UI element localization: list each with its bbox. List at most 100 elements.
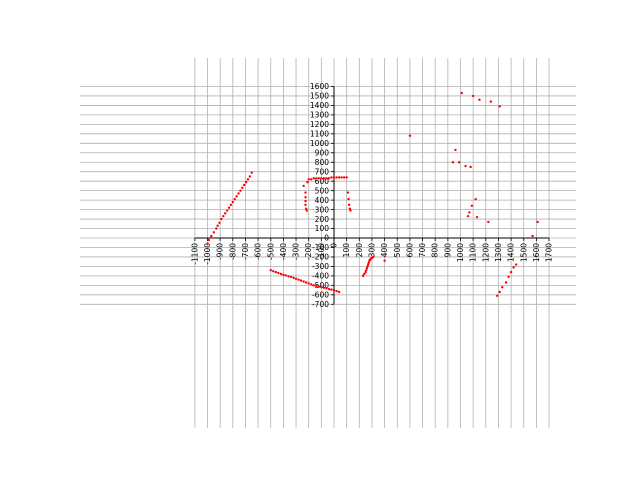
data-point — [346, 191, 350, 194]
y-tick-label: -200 — [312, 253, 329, 262]
data-point — [495, 294, 499, 297]
data-point — [365, 268, 368, 272]
data-point — [315, 284, 318, 288]
data-point — [320, 177, 323, 180]
data-point — [471, 94, 475, 98]
y-tick-label: 0 — [324, 234, 329, 243]
data-point — [235, 195, 238, 198]
data-point — [294, 277, 298, 280]
data-point — [464, 164, 467, 168]
data-point — [307, 282, 310, 285]
data-point — [498, 105, 501, 108]
data-point — [340, 176, 343, 179]
data-point — [210, 234, 213, 238]
x-tick-label: 800 — [431, 243, 440, 258]
data-point — [322, 177, 326, 180]
y-tick-label: 1200 — [310, 120, 329, 129]
x-tick-label: 1200 — [481, 243, 490, 262]
data-point — [304, 203, 307, 207]
data-point — [242, 183, 246, 187]
data-point — [365, 267, 369, 270]
y-tick-label: 600 — [315, 177, 330, 186]
data-point — [220, 217, 223, 221]
x-tick-label: 600 — [405, 243, 414, 258]
y-tick-label: 700 — [315, 167, 330, 176]
data-point — [327, 287, 331, 291]
data-point — [269, 268, 272, 272]
x-tick-label: 700 — [418, 243, 427, 258]
x-tick-label: -100 — [317, 243, 326, 260]
data-point — [284, 274, 288, 277]
data-point — [325, 286, 328, 290]
data-point — [304, 191, 307, 194]
x-tick-label: 500 — [393, 243, 402, 258]
data-point — [297, 278, 300, 281]
y-tick-label: 1100 — [310, 130, 329, 139]
data-point — [212, 231, 216, 234]
data-point — [215, 227, 218, 230]
data-point — [454, 148, 457, 152]
y-tick-label: 500 — [315, 186, 330, 195]
data-point — [218, 221, 221, 225]
data-point — [317, 177, 321, 180]
y-tick-label: 800 — [315, 158, 330, 167]
y-tick-label: 1000 — [310, 139, 329, 148]
data-point — [307, 178, 310, 181]
data-point — [509, 270, 513, 274]
data-point — [460, 91, 463, 95]
data-point — [216, 224, 219, 227]
x-tick-label: 0 — [330, 243, 339, 248]
data-point — [367, 261, 370, 264]
data-point — [250, 171, 253, 174]
y-tick-label: -100 — [312, 243, 329, 252]
axes — [194, 86, 550, 305]
data-point — [489, 100, 493, 103]
data-point — [237, 192, 240, 195]
data-point — [337, 290, 341, 294]
data-point — [229, 203, 233, 207]
x-tick-label: -600 — [254, 243, 263, 260]
data-point — [469, 165, 472, 169]
data-point — [366, 263, 370, 266]
y-tick-label: -600 — [312, 291, 329, 300]
data-point — [504, 281, 508, 284]
data-point — [282, 273, 285, 277]
x-tick-label: -900 — [216, 243, 225, 260]
data-point — [227, 206, 231, 209]
data-point — [225, 209, 229, 212]
data-point — [320, 286, 323, 289]
data-point — [274, 270, 278, 274]
data-point — [512, 266, 515, 269]
x-tick-label: -300 — [292, 243, 301, 260]
data-point — [498, 290, 501, 294]
data-point — [347, 203, 351, 207]
data-point — [279, 272, 283, 276]
data-point — [277, 271, 280, 275]
data-point — [383, 259, 386, 262]
data-point — [231, 200, 234, 204]
data-point — [514, 263, 518, 266]
data-point — [408, 134, 412, 137]
y-tick-label: 300 — [315, 205, 330, 214]
data-point — [287, 275, 290, 278]
data-point — [474, 197, 477, 201]
data-point — [304, 199, 307, 203]
data-point — [337, 176, 341, 179]
data-point — [451, 161, 455, 164]
data-point — [366, 265, 369, 268]
x-tick-label: -1000 — [203, 243, 212, 265]
data-point — [332, 288, 336, 292]
data-point — [304, 281, 308, 284]
data-point — [335, 176, 338, 179]
data-point — [302, 184, 305, 188]
data-point — [361, 274, 365, 278]
y-tick-label: -300 — [312, 262, 329, 271]
data-point — [330, 176, 333, 179]
x-tick-label: 100 — [342, 243, 351, 258]
data-point — [305, 209, 309, 212]
y-tick-label: 400 — [315, 196, 330, 205]
y-tick-label: 100 — [315, 224, 330, 233]
x-tick-label: -500 — [266, 243, 275, 260]
data-point — [478, 98, 481, 101]
